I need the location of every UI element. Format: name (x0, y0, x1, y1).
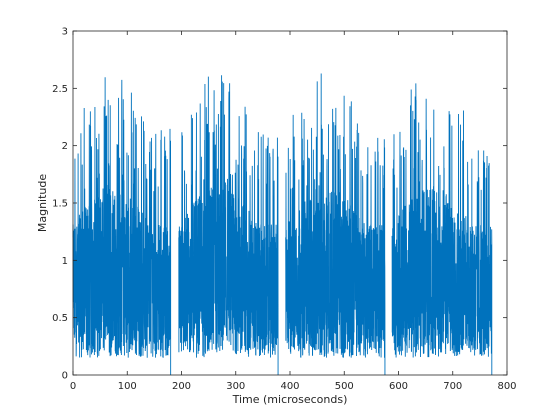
signal-burst-1 (72, 77, 172, 375)
y-axis-ticks: 0 0.5 1 1.5 2 2.5 3 (52, 27, 507, 382)
x-tick-label: 200 (172, 381, 191, 392)
y-tick-label: 0.5 (52, 313, 68, 324)
x-tick-label: 300 (226, 381, 245, 392)
x-axis-ticks: 0 100 200 300 400 500 600 700 800 (70, 31, 517, 392)
x-tick-label: 400 (280, 381, 299, 392)
x-tick-label: 100 (118, 381, 137, 392)
x-tick-label: 600 (389, 381, 408, 392)
x-tick-label: 500 (335, 381, 354, 392)
y-axis-label: Magnitude (36, 174, 49, 233)
x-axis-label: Time (microseconds) (232, 393, 348, 406)
signal-burst-4 (391, 83, 493, 375)
y-tick-label: 2.5 (52, 84, 68, 95)
y-tick-label: 2 (62, 141, 68, 152)
x-tick-label: 800 (497, 381, 516, 392)
signal-burst-3 (285, 73, 386, 375)
y-tick-label: 1.5 (52, 199, 68, 210)
y-tick-label: 3 (62, 27, 68, 38)
y-tick-label: 0 (62, 371, 68, 382)
signal-burst-2 (178, 75, 279, 375)
x-tick-label: 0 (70, 381, 76, 392)
series-layer (72, 73, 493, 375)
x-tick-label: 700 (443, 381, 462, 392)
y-tick-label: 1 (62, 256, 68, 267)
